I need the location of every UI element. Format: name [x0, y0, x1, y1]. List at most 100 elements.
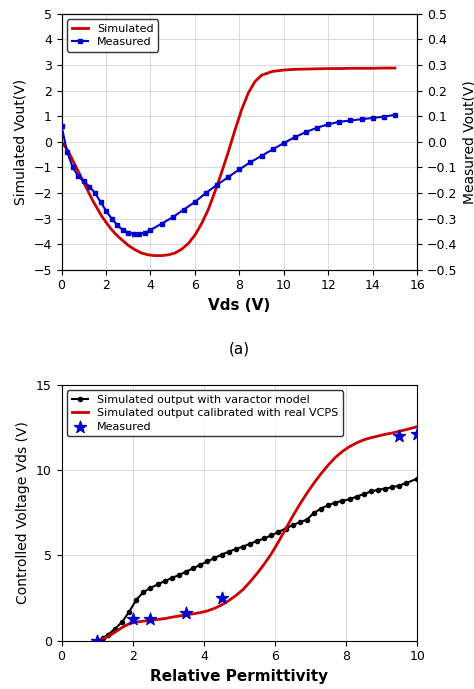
Measured	[87, 183, 92, 191]
Measured	[337, 118, 342, 126]
Simulated	[112, 229, 118, 238]
Simulated	[185, 240, 191, 248]
Measured	[214, 181, 220, 189]
Measured	[109, 214, 114, 223]
Simulated	[68, 152, 73, 160]
Simulated output with varactor model	[333, 498, 338, 506]
Measured	[292, 133, 298, 141]
Text: (a): (a)	[229, 341, 250, 356]
Simulated output with varactor model	[354, 493, 360, 501]
Measured	[181, 205, 187, 214]
Y-axis label: Simulated Vout(V): Simulated Vout(V)	[14, 79, 28, 205]
Simulated	[63, 144, 69, 152]
Simulated output calibrated with real VCPS	[382, 430, 388, 438]
Simulated	[199, 220, 204, 228]
Simulated	[219, 168, 225, 176]
Simulated	[303, 65, 309, 73]
Simulated output calibrated with real VCPS	[94, 637, 100, 645]
Measured	[392, 111, 398, 119]
Simulated	[239, 105, 245, 114]
Measured	[325, 120, 331, 128]
Simulated output calibrated with real VCPS	[176, 612, 182, 620]
Legend: Simulated, Measured: Simulated, Measured	[67, 19, 158, 52]
Simulated output with varactor model	[276, 528, 282, 536]
Simulated output with varactor model	[119, 618, 125, 626]
Simulated output calibrated with real VCPS	[354, 439, 360, 447]
Simulated	[192, 231, 198, 239]
Simulated	[226, 148, 231, 156]
Simulated output calibrated with real VCPS	[134, 618, 139, 626]
Simulated	[126, 241, 131, 249]
Line: Measured: Measured	[59, 112, 397, 236]
Simulated output with varactor model	[211, 554, 217, 562]
Measured	[98, 198, 103, 206]
Simulated output calibrated with real VCPS	[368, 433, 374, 442]
Simulated output calibrated with real VCPS	[333, 453, 338, 462]
Measured	[129, 614, 137, 625]
Simulated	[205, 205, 211, 214]
Measured	[126, 229, 131, 237]
Measured	[148, 226, 154, 234]
Simulated	[212, 187, 218, 196]
Simulated output with varactor model	[347, 495, 353, 503]
Measured	[120, 226, 126, 234]
Measured	[114, 220, 120, 229]
Simulated output with varactor model	[382, 484, 388, 493]
Simulated output calibrated with real VCPS	[375, 432, 381, 440]
Measured	[314, 123, 320, 132]
Simulated	[252, 77, 258, 85]
Simulated output calibrated with real VCPS	[183, 610, 189, 619]
Simulated output with varactor model	[247, 539, 253, 548]
Measured	[75, 172, 81, 181]
Simulated	[132, 245, 138, 254]
Simulated	[90, 196, 96, 205]
Simulated output calibrated with real VCPS	[361, 435, 367, 444]
Simulated output with varactor model	[105, 630, 111, 639]
Simulated output with varactor model	[112, 625, 118, 633]
Simulated output with varactor model	[169, 574, 174, 582]
Measured	[247, 158, 253, 166]
Simulated output with varactor model	[191, 564, 196, 573]
Simulated	[381, 64, 387, 72]
Simulated output calibrated with real VCPS	[211, 604, 217, 613]
Simulated output with varactor model	[283, 524, 288, 533]
Simulated	[159, 251, 164, 260]
Legend: Simulated output with varactor model, Simulated output calibrated with real VCPS: Simulated output with varactor model, Si…	[67, 391, 343, 436]
Simulated output with varactor model	[311, 508, 317, 517]
Measured	[103, 207, 109, 215]
Measured	[192, 198, 198, 206]
Simulated	[392, 64, 398, 72]
Simulated output calibrated with real VCPS	[148, 616, 154, 624]
Measured	[64, 148, 70, 156]
Simulated output calibrated with real VCPS	[262, 560, 267, 568]
Simulated output calibrated with real VCPS	[339, 447, 345, 455]
Simulated	[246, 89, 251, 97]
Measured	[281, 139, 287, 147]
Simulated output with varactor model	[361, 490, 367, 498]
Simulated output with varactor model	[94, 637, 100, 645]
Simulated	[337, 64, 342, 72]
Measured	[92, 189, 98, 197]
Simulated output calibrated with real VCPS	[204, 607, 210, 615]
Simulated	[72, 161, 78, 169]
Simulated output with varactor model	[290, 521, 296, 529]
Simulated output with varactor model	[126, 608, 132, 616]
Simulated output calibrated with real VCPS	[100, 635, 105, 644]
Simulated output with varactor model	[183, 568, 189, 576]
Simulated output calibrated with real VCPS	[254, 569, 260, 577]
Measured	[159, 220, 164, 228]
Simulated output with varactor model	[268, 531, 274, 539]
Simulated output calibrated with real VCPS	[126, 619, 132, 628]
Simulated output calibrated with real VCPS	[396, 427, 402, 435]
Simulated output calibrated with real VCPS	[304, 489, 310, 497]
Simulated	[165, 251, 171, 259]
Simulated output with varactor model	[134, 596, 139, 604]
Simulated output calibrated with real VCPS	[226, 597, 232, 605]
Simulated output calibrated with real VCPS	[162, 615, 168, 623]
Simulated	[139, 249, 145, 257]
Simulated output with varactor model	[204, 557, 210, 566]
Simulated output calibrated with real VCPS	[326, 461, 331, 469]
Simulated output with varactor model	[339, 497, 345, 505]
Simulated output calibrated with real VCPS	[283, 525, 288, 533]
Measured	[270, 145, 275, 154]
